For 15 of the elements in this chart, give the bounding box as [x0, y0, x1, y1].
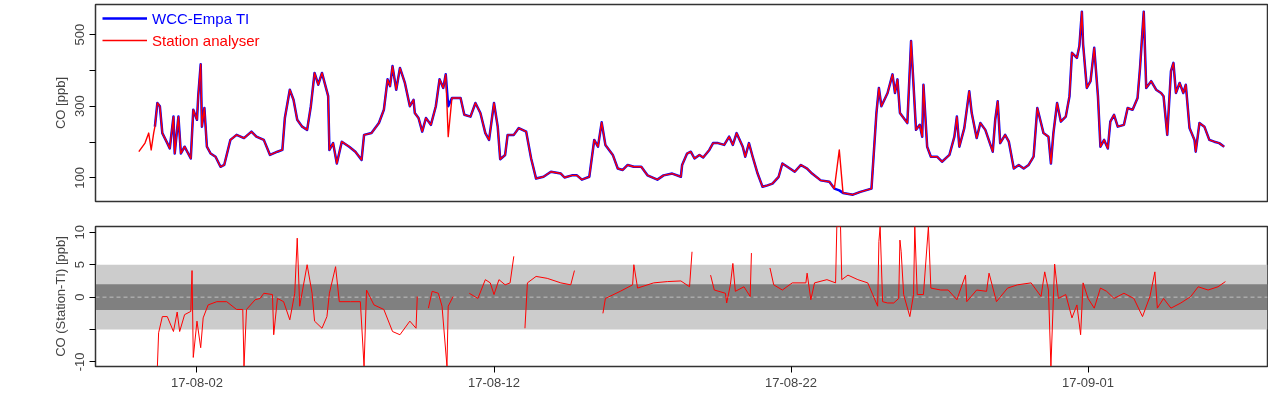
y-tick-label: -10 — [72, 352, 88, 372]
y-tick-label: 500 — [72, 23, 88, 46]
y-tick-label: 100 — [72, 167, 88, 189]
x-tick-label: 17-08-02 — [170, 374, 224, 390]
x-tick-label: 17-09-01 — [1062, 374, 1115, 390]
x-tick-label: 17-08-22 — [765, 374, 818, 390]
legend-label: Station analyser — [152, 31, 260, 49]
y-tick-label: 0 — [72, 293, 88, 301]
y-tick-label: 5 — [72, 261, 88, 269]
y-tick-label: 300 — [72, 95, 88, 118]
y-tick-label: 10 — [72, 225, 88, 240]
y-axis-title: CO [ppb] — [52, 76, 68, 130]
x-tick-label: 17-08-12 — [467, 374, 521, 390]
y-axis-title: CO (Station-TI) [ppb] — [52, 236, 68, 357]
legend-label: WCC-Empa TI — [152, 9, 250, 27]
